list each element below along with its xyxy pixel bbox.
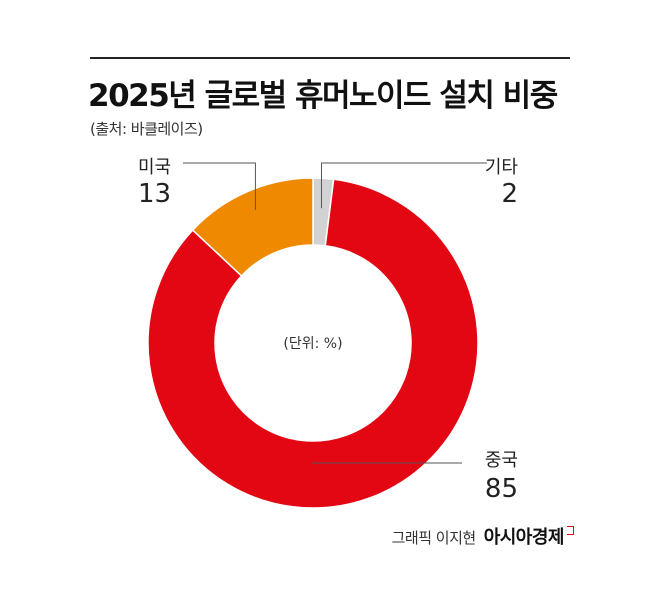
source-note: (출처: 바클레이즈): [90, 120, 203, 138]
footer: 그래픽 이지현 아시아경제: [392, 523, 574, 549]
slice-label-1: 중국: [485, 450, 518, 471]
donut-slice-2: [191, 177, 314, 277]
leader-line-2: [183, 162, 256, 210]
slice-value-0: 2: [501, 179, 518, 209]
leader-line-0: [320, 162, 487, 209]
page-title: 2025년 글로벌 휴머노이드 설치 비중: [88, 78, 558, 114]
brand-mark-icon: [567, 526, 574, 535]
slice-label-2: 미국: [138, 157, 171, 178]
slice-label-0: 기타: [485, 157, 519, 178]
top-rule: [90, 57, 570, 59]
slice-value-1: 85: [485, 474, 518, 504]
brand-logo: 아시아경제: [483, 527, 565, 548]
graphic-credit: 그래픽 이지현: [391, 529, 477, 547]
donut-slice-1: [147, 178, 479, 509]
unit-label: (단위: %): [283, 336, 342, 352]
slice-value-2: 13: [138, 179, 171, 209]
